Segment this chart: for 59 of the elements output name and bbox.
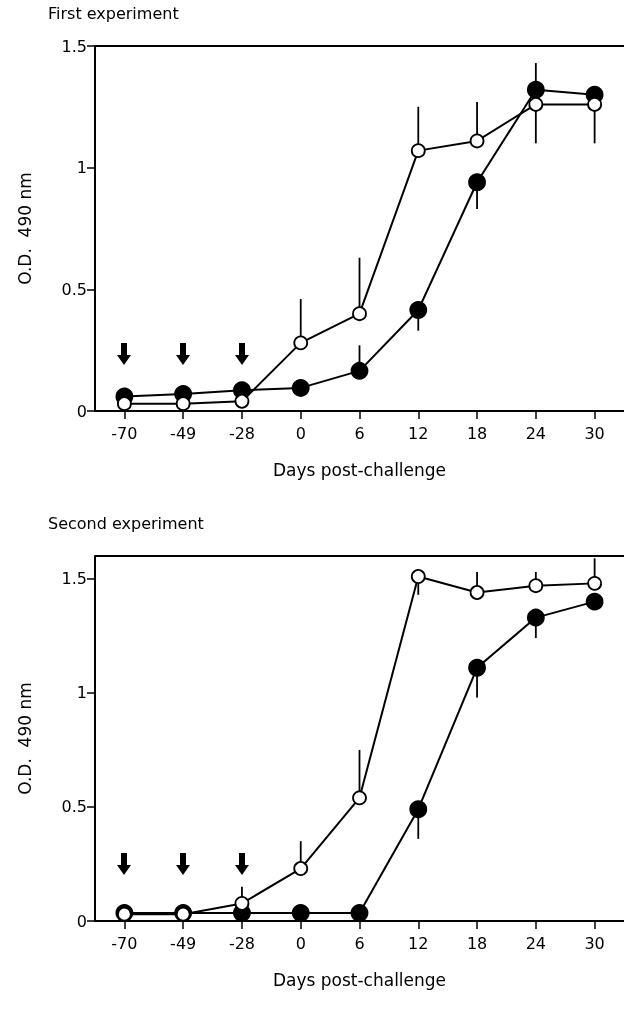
point: [291, 378, 310, 397]
x-tick-label: -70: [111, 423, 138, 443]
y-tick-label: 1.5: [61, 36, 87, 56]
point: [234, 393, 250, 409]
y-tick-label: 0.5: [61, 797, 87, 817]
point: [587, 97, 603, 112]
x-tick-label: 12: [408, 423, 429, 443]
x-tick-label: 30: [584, 933, 605, 953]
x-axis-title: Days post-challenge: [272, 969, 447, 990]
point: [526, 80, 545, 99]
point: [409, 800, 428, 819]
point: [468, 173, 486, 192]
y-axis-title: O.D. 490 nm: [14, 172, 35, 285]
point: [352, 790, 367, 806]
y-tick-label: 0: [76, 401, 87, 421]
point: [350, 904, 369, 922]
point: [528, 97, 544, 112]
point: [409, 301, 428, 319]
x-tick-label: 0: [295, 933, 306, 953]
point: [293, 335, 309, 351]
x-tick-label: 12: [408, 933, 429, 953]
x-tick-label: 18: [466, 423, 488, 443]
x-tick-label: -28: [228, 933, 256, 953]
x-tick-label: 24: [525, 933, 547, 953]
point: [410, 143, 426, 159]
x-tick-label: -49: [170, 933, 197, 953]
point: [293, 861, 309, 876]
point: [291, 904, 310, 922]
chart-title: Second experiment: [48, 514, 204, 533]
x-tick-label: 6: [354, 933, 365, 953]
y-tick-label: 1: [76, 158, 87, 178]
point: [526, 608, 545, 627]
x-tick-label: 30: [584, 423, 605, 443]
point: [410, 569, 426, 584]
y-tick-label: 0.5: [61, 279, 87, 299]
y-tick-label: 1: [76, 683, 87, 703]
x-tick-label: -49: [170, 423, 197, 443]
x-tick-label: -70: [111, 933, 138, 953]
x-tick-label: 18: [466, 933, 488, 953]
x-tick-label: 0: [295, 423, 306, 443]
x-axis-title: Days post-challenge: [272, 459, 447, 480]
point: [350, 361, 369, 380]
point: [468, 658, 486, 677]
point: [117, 396, 132, 412]
x-tick-label: 24: [525, 423, 547, 443]
y-tick-label: 0: [76, 911, 87, 931]
point: [469, 133, 485, 149]
y-tick-label: 1.5: [61, 569, 87, 589]
y-axis-title: O.D. 490 nm: [14, 682, 35, 795]
x-tick-label: -28: [228, 423, 256, 443]
point: [585, 592, 604, 611]
point: [234, 896, 250, 911]
x-tick-label: 6: [354, 423, 365, 443]
chart-title: First experiment: [48, 4, 179, 23]
point: [587, 575, 603, 591]
point: [469, 585, 485, 600]
point: [175, 396, 191, 412]
point: [528, 578, 544, 594]
point: [352, 306, 367, 322]
